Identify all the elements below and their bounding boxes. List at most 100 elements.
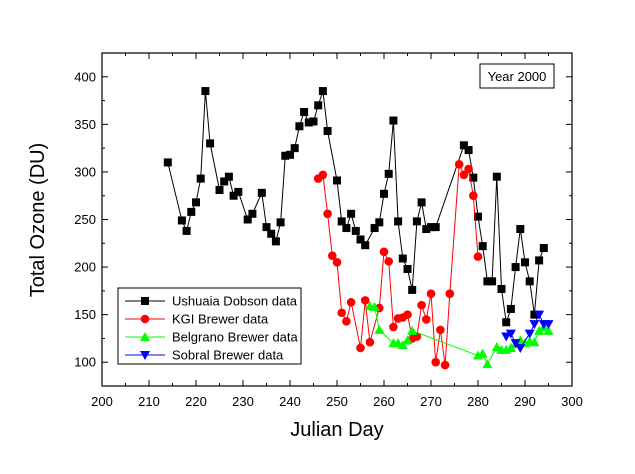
data-point — [318, 87, 327, 96]
data-point — [384, 169, 393, 178]
data-point — [394, 217, 403, 226]
data-point — [182, 226, 191, 235]
data-point — [543, 325, 554, 335]
x-tick-label: 290 — [514, 394, 536, 409]
data-point — [215, 186, 224, 195]
data-point — [300, 107, 309, 116]
data-point — [454, 160, 464, 169]
data-point — [187, 207, 196, 216]
series-3 — [501, 310, 554, 353]
data-point — [201, 87, 210, 96]
data-point — [464, 146, 473, 155]
data-point — [440, 360, 450, 370]
x-tick-label: 270 — [420, 394, 442, 409]
legend-marker — [141, 297, 149, 305]
data-point — [402, 335, 413, 345]
data-point — [529, 320, 540, 330]
data-point — [497, 284, 506, 293]
data-point — [177, 216, 186, 225]
data-point — [473, 252, 483, 261]
x-axis: 200 210 220 230 240 250 260 270 280 290 300 — [91, 53, 583, 409]
data-point — [309, 117, 318, 126]
data-point — [505, 329, 516, 339]
data-point — [389, 116, 398, 125]
legend: Ushuaia Dobson data KGI Brewer data Belgra… — [117, 287, 302, 365]
data-point — [426, 289, 436, 299]
data-point — [543, 320, 554, 330]
x-tick-label: 210 — [138, 394, 160, 409]
legend-label: Sobral Brewer data — [172, 348, 284, 363]
data-point — [501, 332, 512, 342]
data-point — [403, 264, 412, 273]
y-tick-label: 100 — [74, 355, 96, 370]
data-point — [374, 324, 385, 334]
data-point — [422, 315, 431, 324]
y-axis-title: Total Ozone (DU) — [27, 143, 49, 298]
data-point — [491, 341, 502, 351]
data-point — [356, 235, 365, 244]
data-point — [534, 325, 545, 335]
data-point — [333, 176, 341, 185]
data-point — [482, 359, 493, 369]
legend-label: Ushuaia Dobson data — [172, 294, 298, 309]
x-tick-label: 300 — [561, 394, 583, 409]
data-point — [535, 256, 544, 265]
data-point — [346, 297, 356, 307]
data-point — [369, 302, 380, 312]
data-point — [267, 229, 276, 238]
data-point — [397, 340, 408, 350]
data-point — [417, 300, 426, 310]
data-point — [370, 224, 379, 233]
data-point — [403, 310, 412, 319]
series-0 — [163, 87, 548, 327]
legend-marker — [140, 314, 150, 324]
data-point — [389, 322, 398, 332]
data-point — [459, 170, 469, 180]
y-tick-label: 200 — [74, 260, 96, 275]
data-point — [483, 277, 492, 286]
data-point — [365, 337, 375, 347]
data-point — [163, 158, 172, 167]
data-point — [290, 144, 299, 153]
data-point — [276, 218, 285, 227]
data-point — [539, 244, 548, 253]
legend-marker — [140, 332, 150, 341]
data-point — [286, 150, 294, 159]
legend-label: Belgrano Brewer data — [172, 330, 299, 345]
data-point — [361, 241, 370, 250]
series-layer — [163, 87, 554, 370]
data-point — [271, 237, 280, 246]
series-1 — [313, 160, 483, 370]
y-tick-label: 400 — [74, 69, 96, 84]
data-point — [474, 212, 482, 221]
data-point — [224, 172, 233, 181]
data-point — [524, 329, 535, 339]
data-point — [380, 189, 388, 198]
data-point — [534, 310, 545, 320]
data-point — [196, 174, 205, 183]
series-2 — [364, 301, 554, 369]
y-tick-label: 150 — [74, 307, 96, 322]
data-point — [318, 170, 328, 180]
data-point — [328, 251, 337, 260]
data-point — [337, 308, 347, 318]
data-point — [360, 296, 370, 305]
data-point — [323, 209, 332, 219]
data-point — [422, 225, 431, 234]
data-point — [206, 139, 215, 148]
data-point — [431, 223, 440, 232]
x-tick-label: 260 — [373, 394, 395, 409]
data-point — [464, 164, 473, 174]
x-tick-label: 200 — [91, 394, 113, 409]
series-line — [317, 164, 479, 366]
data-point — [478, 242, 487, 251]
data-point — [516, 225, 525, 234]
data-point — [234, 187, 243, 196]
data-point — [323, 127, 332, 136]
data-point — [295, 122, 304, 131]
year-annotation-box — [479, 63, 555, 89]
data-point — [384, 257, 394, 266]
legend-label: KGI Brewer data — [172, 312, 269, 327]
data-point — [427, 223, 435, 232]
